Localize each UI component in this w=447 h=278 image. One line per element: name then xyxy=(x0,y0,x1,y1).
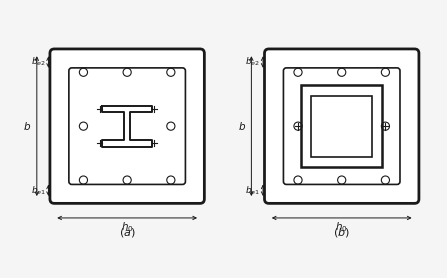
Text: $b_{e2}$: $b_{e2}$ xyxy=(245,56,260,68)
Text: $(b)$: $(b)$ xyxy=(333,226,350,239)
Text: $b_{e2}$: $b_{e2}$ xyxy=(31,56,46,68)
Text: $b_{e1}$: $b_{e1}$ xyxy=(31,184,46,197)
Text: $h_0$: $h_0$ xyxy=(121,220,134,234)
Bar xyxy=(301,85,383,167)
FancyBboxPatch shape xyxy=(50,49,204,203)
Bar xyxy=(311,96,372,157)
Text: $(a)$: $(a)$ xyxy=(119,226,135,239)
Text: $b$: $b$ xyxy=(238,120,246,132)
FancyBboxPatch shape xyxy=(283,68,400,184)
FancyBboxPatch shape xyxy=(265,49,419,203)
Text: $b_{e1}$: $b_{e1}$ xyxy=(245,184,261,197)
FancyBboxPatch shape xyxy=(69,68,186,184)
Text: $h_0$: $h_0$ xyxy=(335,220,348,234)
Text: $b$: $b$ xyxy=(23,120,31,132)
